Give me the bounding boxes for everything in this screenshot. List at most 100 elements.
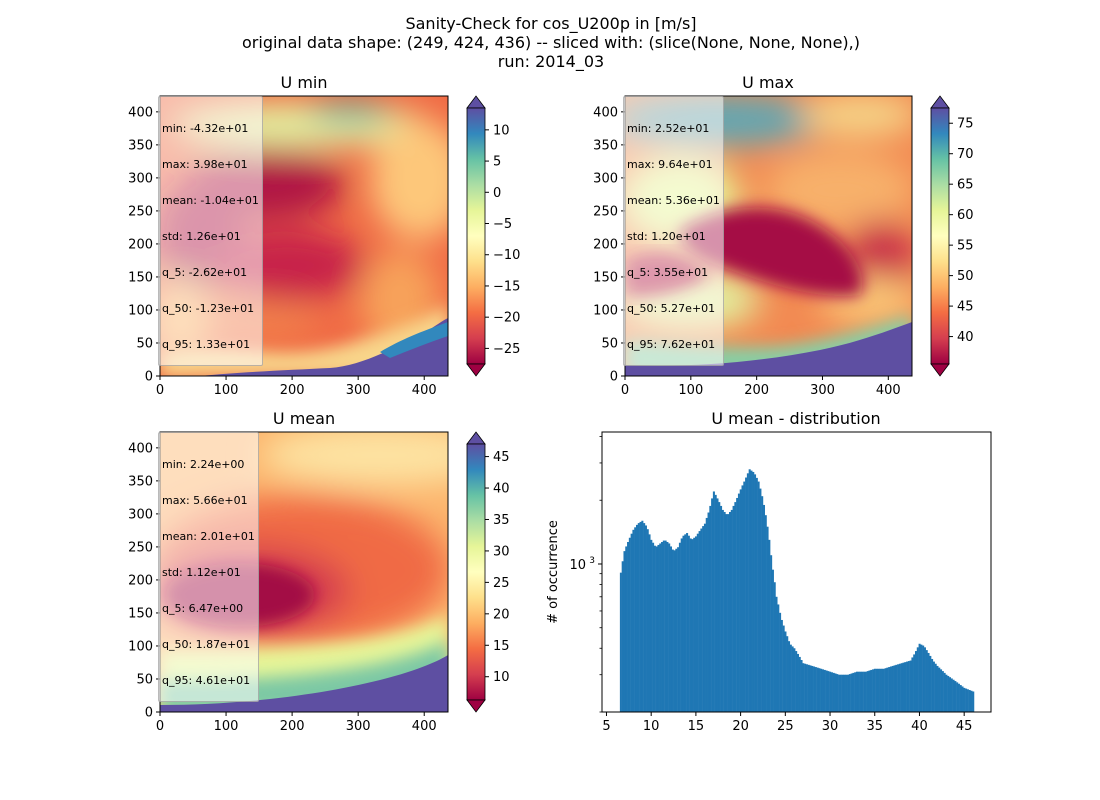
histogram-bar	[777, 604, 780, 712]
histogram-bar	[664, 540, 667, 712]
histogram-bar	[752, 471, 755, 712]
histogram-bar	[759, 488, 762, 712]
y-tick-exponent: 3	[589, 556, 595, 566]
y-tick-label: 200	[593, 237, 618, 252]
histogram-bar	[779, 612, 782, 712]
y-tick-label: 100	[128, 303, 153, 318]
histogram-bar	[866, 671, 869, 712]
histogram-bar	[931, 658, 934, 712]
histogram-bar	[757, 481, 760, 712]
histogram-bar	[966, 689, 969, 712]
colorbar-tick-label: 70	[957, 147, 974, 162]
histogram-bar	[805, 664, 808, 712]
histogram-bar	[748, 469, 751, 712]
histogram-bar	[739, 489, 742, 712]
histogram-bar	[745, 477, 748, 712]
histogram-bar	[940, 669, 943, 712]
histogram-bar	[934, 663, 937, 712]
histogram-bar	[868, 670, 871, 712]
y-tick-label: 200	[128, 237, 153, 252]
histogram-bar	[968, 690, 971, 712]
colorbar-tick-label: −25	[493, 342, 520, 357]
x-tick-label: 200	[280, 383, 305, 398]
histogram-bar	[834, 673, 837, 712]
histogram-bar	[771, 569, 774, 712]
stat-q5: q_5: 3.55e+01	[627, 266, 709, 279]
x-tick-label: 300	[346, 719, 371, 734]
histogram-bar	[743, 481, 746, 712]
histogram-bar	[655, 546, 658, 712]
histogram-bar	[843, 674, 846, 712]
colorbar-tick-label: 10	[493, 123, 510, 138]
y-tick-label: 250	[128, 540, 153, 555]
y-tick-label: 350	[128, 138, 153, 153]
y-tick-label: 150	[593, 270, 618, 285]
stat-q5: q_5: -2.62e+01	[162, 266, 248, 279]
y-tick-label: 0	[145, 370, 153, 385]
histogram-bar	[627, 542, 630, 712]
x-tick-label: 0	[156, 719, 164, 734]
histogram-bar	[728, 511, 732, 712]
histogram-bar	[798, 656, 801, 712]
histogram-bar	[864, 671, 867, 712]
histogram-bar	[796, 653, 799, 712]
histogram-bar	[727, 514, 730, 712]
histogram-bar	[718, 502, 721, 712]
histogram-bar	[970, 690, 973, 712]
y-tick-label: 300	[593, 171, 618, 186]
histogram-bar	[762, 504, 766, 712]
histogram-bar	[714, 494, 717, 712]
x-tick-label: 35	[866, 719, 883, 734]
heatmap-u-mean-title: U mean	[273, 409, 335, 428]
histogram-bar	[855, 671, 859, 712]
histogram-bar	[784, 631, 787, 712]
histogram-bar	[927, 652, 930, 712]
histogram-bar	[712, 491, 715, 712]
histogram-bar	[800, 660, 803, 712]
histogram-bar	[632, 529, 635, 712]
x-tick-label: 300	[810, 383, 835, 398]
histogram-bar	[814, 667, 817, 712]
y-tick-label: 50	[136, 672, 153, 687]
x-tick-label: 400	[412, 719, 437, 734]
stat-q95: q_95: 1.33e+01	[162, 338, 251, 351]
histogram-bar	[705, 517, 708, 712]
histogram-bar	[768, 539, 771, 712]
y-tick-label: 250	[593, 204, 618, 219]
x-tick-label: 0	[156, 383, 164, 398]
colorbar-tick-label: 45	[493, 450, 510, 465]
histogram-bar	[720, 505, 723, 712]
colorbar-tick-label: 0	[493, 186, 501, 201]
stats-box-u-max: min: 2.52e+01 max: 9.64e+01 mean: 5.36e+…	[623, 96, 724, 366]
histogram-bar	[961, 686, 964, 712]
stat-min: min: 2.24e+00	[162, 458, 245, 471]
histogram-bar	[923, 647, 926, 712]
x-tick-label: 200	[744, 383, 769, 398]
figure-title-line: Sanity-Check for cos_U200p in [m/s]	[405, 14, 696, 34]
stat-min: min: -4.32e+01	[162, 122, 249, 135]
histogram-bar	[619, 572, 622, 712]
x-tick-label: 30	[822, 719, 839, 734]
histogram-bar	[954, 681, 957, 712]
histogram-bar	[669, 546, 673, 712]
histogram-bar	[804, 663, 807, 712]
stat-q95: q_95: 4.61e+01	[162, 674, 251, 687]
histogram-bar	[770, 555, 773, 712]
histogram-bar	[816, 667, 819, 712]
colorbar-tick-label: −10	[493, 248, 520, 263]
histogram-bar	[859, 671, 862, 712]
histogram-bar	[950, 678, 953, 712]
histogram-bar	[836, 674, 839, 712]
histogram-bar	[621, 561, 624, 712]
histogram-bar	[952, 679, 955, 712]
histogram-bar	[687, 535, 690, 712]
y-tick-label: 150	[128, 606, 153, 621]
histogram-bar	[830, 672, 833, 712]
histogram-bar	[721, 509, 724, 712]
histogram-bar	[675, 548, 678, 712]
colorbar-tick-label: 30	[493, 544, 510, 559]
stat-q50: q_50: 5.27e+01	[627, 302, 716, 315]
x-tick-label: 300	[346, 383, 371, 398]
colorbar-tick-label: −20	[493, 311, 520, 326]
histogram-bar	[766, 526, 769, 712]
